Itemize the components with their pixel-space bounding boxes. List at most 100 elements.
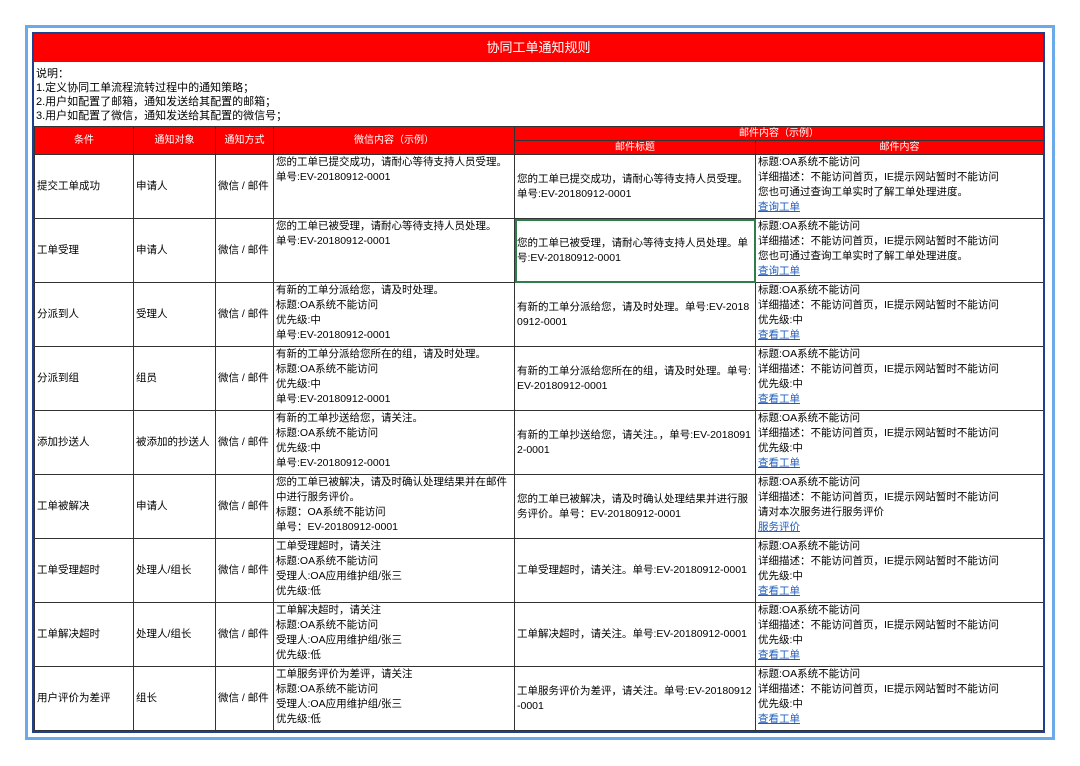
wechat-line: 有新的工单抄送给您，请关注。 (276, 412, 423, 424)
table-row: 添加抄送人 被添加的抄送人 微信 / 邮件 有新的工单抄送给您，请关注。 标题:OA系统… (34, 410, 1043, 475)
mail-body-cell: 标题:OA系统不能访问 详细描述：不能访问首页，IE提示网站暂时不能访问 优先级:中… (755, 410, 1043, 475)
mail-title-cell: 有新的工单分派给您所在的组，请及时处理。单号:EV-20180912-0001 (514, 346, 756, 411)
target-cell: 组员 (133, 346, 216, 411)
method-cell: 微信 / 邮件 (215, 602, 274, 667)
mail-link[interactable]: 查看工单 (758, 585, 800, 597)
mail-link[interactable]: 查询工单 (758, 201, 800, 213)
mail-link[interactable]: 查看工单 (758, 649, 800, 661)
mail-body-line: 优先级:中 (758, 314, 803, 326)
condition-cell: 工单受理超时 (34, 538, 134, 603)
wechat-line: 优先级:低 (276, 713, 321, 725)
wechat-line: 标题：OA系统不能访问 (276, 506, 386, 518)
wechat-line: 工单解决超时，请关注 (276, 604, 381, 616)
wechat-line: 优先级:中 (276, 314, 321, 326)
mail-title-cell: 工单服务评价为差评，请关注。单号:EV-20180912-0001 (514, 666, 756, 731)
wechat-line: 您的工单已被解决，请及时确认处理结果并在邮件中进行服务评价。 (276, 476, 507, 503)
wechat-line: 您的工单已提交成功，请耐心等待支持人员受理。 (276, 156, 507, 168)
method-cell: 微信 / 邮件 (215, 410, 274, 475)
mail-link[interactable]: 查看工单 (758, 457, 800, 469)
wechat-cell: 有新的工单分派给您所在的组，请及时处理。 标题:OA系统不能访问 优先级:中 单号:E… (273, 346, 515, 411)
target-cell: 申请人 (133, 154, 216, 219)
condition-cell: 分派到组 (34, 346, 134, 411)
mail-link[interactable]: 查询工单 (758, 265, 800, 277)
mail-body-line: 详细描述：不能访问首页，IE提示网站暂时不能访问 (758, 491, 999, 503)
sheet-title: 协同工单通知规则 (34, 34, 1043, 62)
wechat-cell: 您的工单已被受理，请耐心等待支持人员处理。 单号:EV-20180912-0001 (273, 218, 515, 283)
description-line: 1.定义协同工单流程流转过程中的通知策略； (36, 82, 255, 94)
mail-body-line: 标题:OA系统不能访问 (758, 668, 861, 680)
header-cell: 邮件内容 (755, 140, 1043, 155)
condition-cell: 提交工单成功 (34, 154, 134, 219)
mail-body-line: 您也可通过查询工单实时了解工单处理进度。 (758, 250, 968, 262)
wechat-line: 单号:EV-20180912-0001 (276, 393, 391, 405)
description-line: 说明： (36, 68, 69, 80)
mail-body-line: 标题:OA系统不能访问 (758, 284, 861, 296)
wechat-cell: 有新的工单分派给您，请及时处理。 标题:OA系统不能访问 优先级:中单号:EV-20… (273, 282, 515, 347)
target-cell: 受理人 (133, 282, 216, 347)
mail-body-cell: 标题:OA系统不能访问 详细描述：不能访问首页，IE提示网站暂时不能访问 您也可通过… (755, 154, 1043, 219)
outer-border (25, 25, 1055, 740)
mail-link[interactable]: 服务评价 (758, 521, 800, 533)
wechat-cell: 您的工单已提交成功，请耐心等待支持人员受理。 单号:EV-20180912-000… (273, 154, 515, 219)
wechat-line: 标题:OA系统不能访问 (276, 427, 379, 439)
condition-cell: 添加抄送人 (34, 410, 134, 475)
description: 说明： 1.定义协同工单流程流转过程中的通知策略； 2.用户如配置了邮箱，通知发送给… (34, 62, 1043, 126)
mail-title-cell: 工单受理超时，请关注。单号:EV-20180912-0001 (514, 538, 756, 603)
mail-body-line: 详细描述：不能访问首页，IE提示网站暂时不能访问 (758, 171, 999, 183)
mail-title-cell: 您的工单已被受理，请耐心等待支持人员处理。单号:EV-20180912-0001 (514, 218, 756, 283)
method-cell: 微信 / 邮件 (215, 218, 274, 283)
table-row: 工单解决超时 处理人/组长 微信 / 邮件 工单解决超时，请关注 标题:OA系统不能访问… (34, 602, 1043, 667)
mail-body-line: 详细描述：不能访问首页，IE提示网站暂时不能访问 (758, 555, 999, 567)
description-line: 2.用户如配置了邮箱，通知发送给其配置的邮箱； (36, 96, 277, 108)
condition-cell: 工单解决超时 (34, 602, 134, 667)
mail-body-line: 标题:OA系统不能访问 (758, 220, 861, 232)
mail-link[interactable]: 查看工单 (758, 713, 800, 725)
mail-title-cell: 您的工单已提交成功，请耐心等待支持人员受理。单号:EV-20180912-000… (514, 154, 756, 219)
condition-cell: 分派到人 (34, 282, 134, 347)
description-line: 3.用户如配置了微信，通知发送给其配置的微信号； (36, 110, 288, 122)
method-cell: 微信 / 邮件 (215, 346, 274, 411)
mail-link[interactable]: 查看工单 (758, 329, 800, 341)
wechat-line: 标题:OA系统不能访问 (276, 619, 379, 631)
wechat-cell: 有新的工单抄送给您，请关注。 标题:OA系统不能访问 优先级:中 单号:EV-2018… (273, 410, 515, 475)
wechat-line: 受理人:OA应用维护组/张三 (276, 698, 403, 710)
mail-body-line: 详细描述：不能访问首页，IE提示网站暂时不能访问 (758, 299, 999, 311)
mail-title-cell: 有新的工单抄送给您，请关注。，单号:EV-20180912-0001 (514, 410, 756, 475)
mail-body-cell: 标题:OA系统不能访问 详细描述：不能访问首页，IE提示网站暂时不能访问 请对本次服… (755, 474, 1043, 539)
mail-body-cell: 标题:OA系统不能访问 详细描述：不能访问首页，IE提示网站暂时不能访问 优先级:中… (755, 602, 1043, 667)
method-cell: 微信 / 邮件 (215, 474, 274, 539)
table-row: 工单受理 申请人 微信 / 邮件 您的工单已被受理，请耐心等待支持人员处理。 单号:EV… (34, 218, 1043, 283)
condition-cell: 工单被解决 (34, 474, 134, 539)
mail-title-cell: 有新的工单分派给您，请及时处理。单号:EV-20180912-0001 (514, 282, 756, 347)
table-row: 分派到人 受理人 微信 / 邮件 有新的工单分派给您，请及时处理。 标题:OA系统不能访… (34, 282, 1043, 347)
mail-body-line: 详细描述：不能访问首页，IE提示网站暂时不能访问 (758, 683, 999, 695)
table-row: 工单受理超时 处理人/组长 微信 / 邮件 工单受理超时，请关注 标题:OA系统不能访问… (34, 538, 1043, 603)
wechat-line: 工单受理超时，请关注 (276, 540, 381, 552)
wechat-line: 单号：EV-20180912-0001 (276, 521, 398, 533)
mail-body-line: 详细描述：不能访问首页，IE提示网站暂时不能访问 (758, 619, 999, 631)
mail-body-line: 标题:OA系统不能访问 (758, 604, 861, 616)
wechat-line: 有新的工单分派给您，请及时处理。 (276, 284, 444, 296)
mail-link[interactable]: 查看工单 (758, 393, 800, 405)
mail-title-cell: 工单解决超时，请关注。单号:EV-20180912-0001 (514, 602, 756, 667)
target-cell: 处理人/组长 (133, 538, 216, 603)
wechat-line: 单号:EV-20180912-0001 (276, 329, 391, 341)
method-cell: 微信 / 邮件 (215, 282, 274, 347)
mail-body-line: 优先级:中 (758, 378, 803, 390)
wechat-line: 标题:OA系统不能访问 (276, 555, 379, 567)
mail-body-line: 标题:OA系统不能访问 (758, 348, 861, 360)
mail-body-cell: 标题:OA系统不能访问 详细描述：不能访问首页，IE提示网站暂时不能访问 优先级:中… (755, 538, 1043, 603)
wechat-line: 您的工单已被受理，请耐心等待支持人员处理。 (276, 220, 497, 232)
wechat-line: 优先级:中 (276, 378, 321, 390)
wechat-line: 优先级:低 (276, 585, 321, 597)
wechat-line: 受理人:OA应用维护组/张三 (276, 570, 403, 582)
wechat-line: 优先级:低 (276, 649, 321, 661)
mail-body-line: 您也可通过查询工单实时了解工单处理进度。 (758, 186, 968, 198)
wechat-line: 单号:EV-20180912-0001 (276, 171, 391, 183)
wechat-line: 有新的工单分派给您所在的组，请及时处理。 (276, 348, 486, 360)
mail-body-cell: 标题:OA系统不能访问详细描述：不能访问首页，IE提示网站暂时不能访问 优先级:中… (755, 282, 1043, 347)
wechat-line: 标题:OA系统不能访问 (276, 299, 379, 311)
wechat-cell: 工单受理超时，请关注 标题:OA系统不能访问受理人:OA应用维护组/张三 优先级:低 (273, 538, 515, 603)
mail-body-line: 优先级:中 (758, 570, 803, 582)
header-cell: 邮件内容（示例） (514, 126, 1043, 141)
